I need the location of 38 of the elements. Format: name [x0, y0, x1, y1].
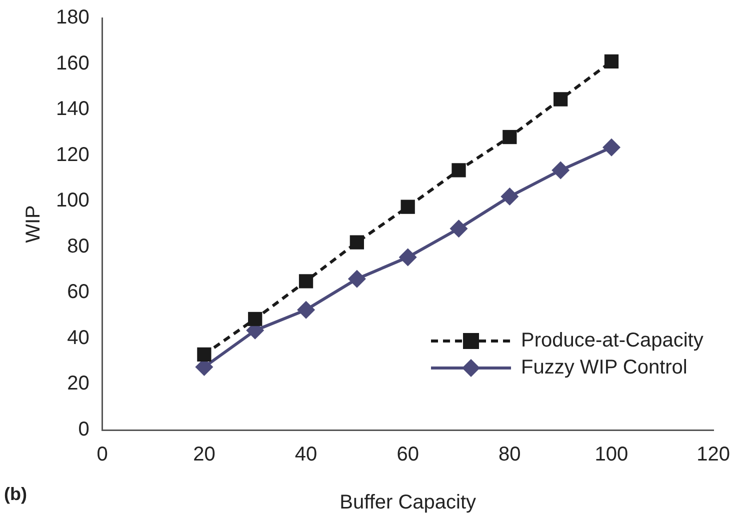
y-tick-label: 20 [67, 372, 90, 395]
x-axis-title: Buffer Capacity [340, 492, 476, 514]
y-tick-label: 140 [56, 98, 90, 120]
x-tick-label: 80 [498, 444, 521, 466]
point [552, 161, 570, 180]
y-tick-label: 180 [56, 6, 90, 29]
point [450, 220, 468, 238]
x-tick-label: 20 [193, 444, 216, 466]
point [452, 163, 466, 178]
x-tick-label: 60 [396, 444, 419, 466]
point [502, 130, 517, 144]
legend-label: Produce-at-Capacity [521, 330, 704, 352]
x-tick-label: 40 [294, 444, 318, 466]
x-tick-label: 100 [594, 444, 628, 466]
point [197, 347, 212, 362]
x-tick-label: 0 [96, 444, 108, 466]
y-tick-label: 100 [56, 190, 90, 212]
y-tick-label: 160 [56, 52, 90, 74]
point [350, 235, 364, 250]
y-axis-title: WIP [22, 205, 45, 243]
y-tick-label: 40 [67, 326, 90, 349]
point [398, 248, 417, 266]
y-tick-label: 0 [78, 418, 90, 441]
point [348, 270, 366, 288]
point [554, 92, 568, 106]
y-tick-label: 80 [67, 235, 90, 258]
point [604, 54, 619, 69]
point [400, 200, 415, 214]
point [500, 188, 519, 206]
point [298, 274, 314, 288]
text: (b) [4, 484, 27, 504]
y-tick-label: 60 [67, 281, 90, 304]
point [602, 138, 620, 156]
y-tick-label: 120 [56, 144, 90, 166]
point [248, 312, 262, 326]
legend-label: Fuzzy WIP Control [521, 356, 688, 379]
point [297, 300, 316, 319]
x-tick-label: 120 [696, 444, 730, 466]
